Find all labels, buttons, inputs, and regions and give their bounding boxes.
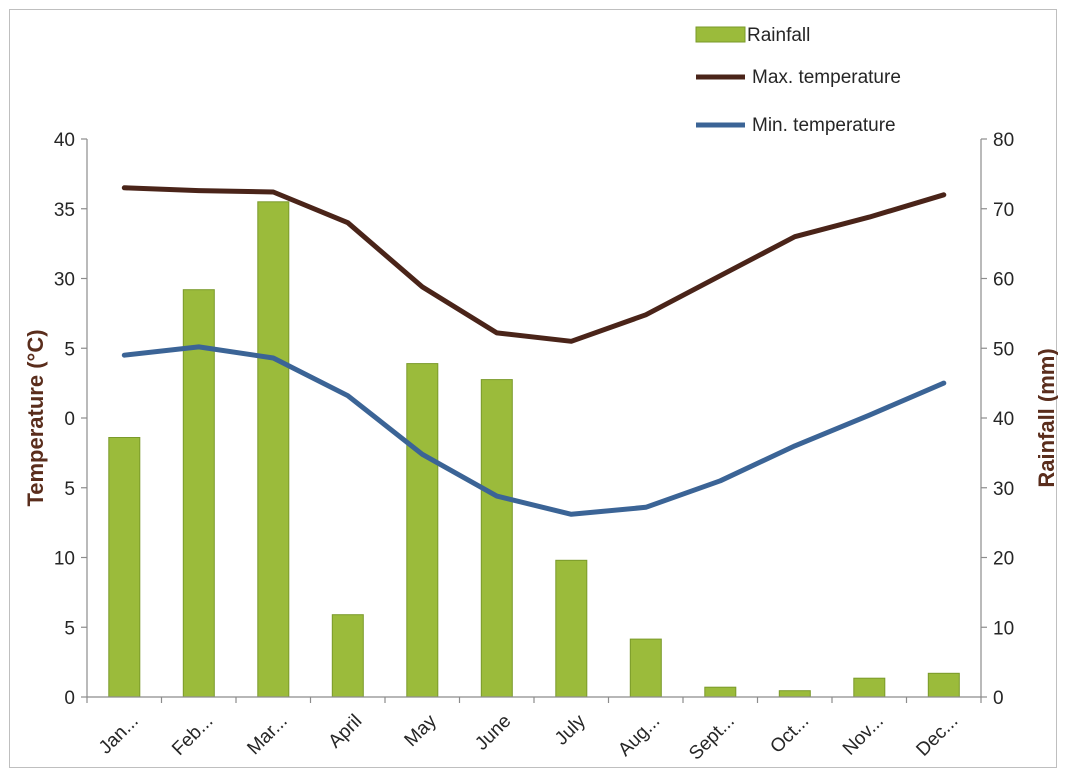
left-tick-label: 5 — [64, 339, 75, 360]
x-tick-label: Feb... — [168, 711, 217, 760]
axes — [81, 138, 987, 703]
left-tick-label: 0 — [64, 688, 75, 709]
right-tick-label: 20 — [993, 549, 1014, 570]
x-tick-label: April — [325, 711, 367, 753]
rainfall-bar — [853, 677, 886, 698]
left-axis-label: Temperature (°C) — [23, 329, 48, 506]
rainfall-bar — [704, 686, 737, 698]
x-tick-label: Jan... — [95, 711, 143, 759]
rainfall-bar — [257, 201, 290, 698]
x-tick-labels: Jan... Feb... Mar... April May June July Aug...… — [95, 710, 962, 764]
x-tick-label: Aug... — [614, 711, 664, 761]
right-tick-labels: 0 10 20 30 40 50 60 70 80 — [993, 130, 1014, 709]
x-tick-label: Mar... — [243, 711, 291, 759]
temperature-lines — [121, 185, 947, 517]
x-tick-label: Nov... — [839, 711, 888, 760]
left-tick-label: 10 — [54, 549, 75, 570]
right-axis-label: Rainfall (mm) — [1034, 348, 1058, 487]
rainfall-bar — [406, 363, 439, 698]
rainfall-bar — [629, 638, 662, 698]
rainfall-bar — [182, 289, 215, 698]
rainfall-bar — [555, 559, 588, 698]
rainfall-bar — [480, 379, 513, 698]
left-tick-label: 5 — [64, 618, 75, 639]
legend-max-temp-label: Max. temperature — [752, 67, 901, 88]
right-tick-label: 70 — [993, 200, 1014, 221]
right-tick-label: 30 — [993, 479, 1014, 500]
left-tick-label: 0 — [64, 409, 75, 430]
rainfall-bars — [108, 201, 960, 698]
left-tick-labels: 0 5 10 5 0 5 30 35 40 — [54, 130, 75, 709]
left-tick-label: 40 — [54, 130, 75, 151]
legend-rainfall-swatch — [695, 26, 746, 43]
right-tick-label: 60 — [993, 270, 1014, 291]
rainfall-bar — [108, 437, 141, 698]
right-tick-label: 80 — [993, 130, 1014, 151]
x-tick-label: Dec... — [912, 711, 962, 761]
legend: Rainfall Max. temperature Min. temperatu… — [695, 25, 901, 136]
x-tick-label: Oct... — [766, 711, 813, 758]
left-tick-label: 35 — [54, 200, 75, 221]
right-tick-label: 40 — [993, 409, 1014, 430]
min-temperature-line — [121, 344, 947, 517]
left-tick-label: 30 — [54, 270, 75, 291]
rainfall-bar — [778, 690, 811, 698]
left-tick-label: 5 — [64, 479, 75, 500]
rainfall-bar — [927, 672, 960, 698]
right-tick-label: 0 — [993, 688, 1004, 709]
rainfall-bar — [331, 614, 364, 698]
right-tick-label: 50 — [993, 339, 1014, 360]
x-tick-label: Sept... — [685, 711, 739, 765]
chart-frame: 0 5 10 5 0 5 30 35 40 0 10 20 30 40 50 60 70 80 Jan... Fe… — [9, 9, 1059, 768]
x-tick-label: May — [401, 710, 442, 751]
legend-rainfall-label: Rainfall — [747, 25, 810, 46]
max-temperature-line — [121, 185, 947, 344]
x-tick-label: June — [471, 711, 515, 755]
right-tick-label: 10 — [993, 618, 1014, 639]
legend-min-temp-label: Min. temperature — [752, 115, 896, 136]
x-tick-label: July — [551, 710, 590, 749]
